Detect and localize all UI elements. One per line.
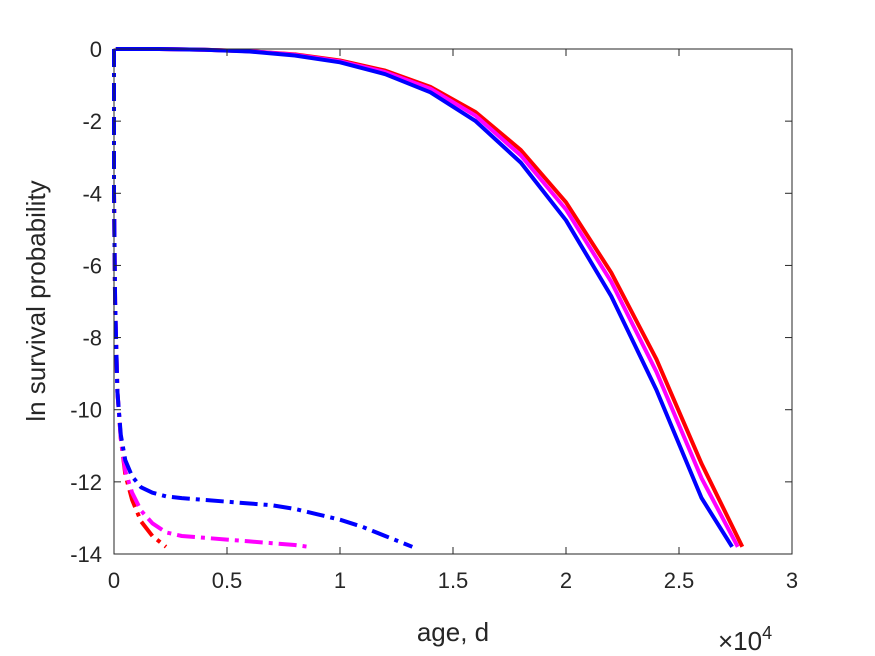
- x-tick-label: 2.5: [664, 568, 695, 593]
- y-tick-label: -14: [70, 542, 102, 567]
- x-axis-label: age, d: [417, 617, 489, 647]
- dashdot-series-line-5: [112, 49, 414, 549]
- y-tick-label: 0: [90, 37, 102, 62]
- series-layer: [112, 47, 745, 549]
- y-tick-label: -12: [70, 470, 102, 495]
- y-tick-label: -6: [82, 253, 102, 278]
- x-tick-label: 0.5: [212, 568, 243, 593]
- x-tick-label: 2: [560, 568, 572, 593]
- x-exponent-base: ×10: [718, 626, 762, 656]
- plot-background: [114, 49, 792, 554]
- x-tick-label: 1: [334, 568, 346, 593]
- tick-layer: 0 0.5 1 1.5 2 2.5 3 0 -2 -4 -6 -8 -10 -12 -14: [70, 37, 798, 593]
- x-exponent-power: 4: [762, 623, 772, 643]
- y-tick-label: -4: [82, 181, 102, 206]
- y-tick-label: -10: [70, 398, 102, 423]
- dashdot-series-line-3: [112, 49, 168, 549]
- y-tick-label: -2: [82, 109, 102, 134]
- x-tick-label: 0: [108, 568, 120, 593]
- x-tick-label: 3: [786, 568, 798, 593]
- y-axis-label: ln survival probability: [21, 180, 51, 421]
- x-exponent-label: ×104: [718, 623, 772, 656]
- x-tick-label: 1.5: [438, 568, 469, 593]
- solid-series-line-2: [115, 47, 734, 548]
- y-tick-label: -8: [82, 326, 102, 351]
